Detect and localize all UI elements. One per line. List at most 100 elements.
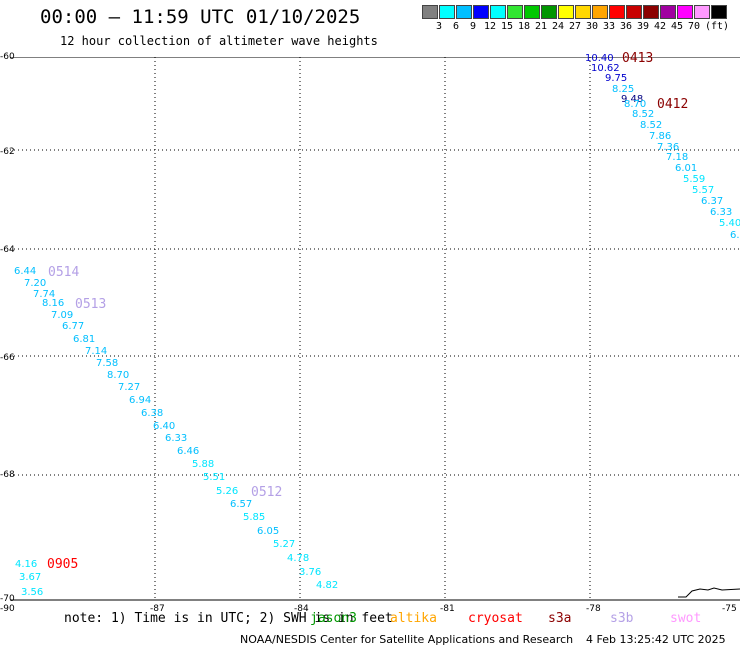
swh-value: 6.94	[129, 395, 152, 406]
coastline-path	[678, 587, 740, 598]
swh-value: 5.27	[273, 539, 296, 550]
swh-value: 6.81	[73, 334, 96, 345]
swh-value: 6.33	[710, 207, 733, 218]
legend-label: 9	[469, 21, 477, 32]
satellite-altika: altika	[390, 611, 437, 626]
swh-value: 8.52	[632, 109, 655, 120]
legend-swatch	[507, 5, 523, 19]
swh-value: 6.46	[177, 446, 200, 457]
legend-label: 24	[551, 21, 565, 32]
swh-value: 7.27	[118, 382, 141, 393]
legend-swatch	[490, 5, 506, 19]
swh-value: 7.14	[85, 346, 108, 357]
swh-value: 5.26	[216, 486, 239, 497]
pass-label: 0413	[622, 51, 654, 66]
y-axis-label: -66	[0, 353, 15, 363]
legend-label: 36	[619, 21, 633, 32]
page-title: 00:00 – 11:59 UTC 01/10/2025	[40, 6, 361, 28]
legend-swatch	[592, 5, 608, 19]
legend-label: 33	[602, 21, 616, 32]
swh-value: 10.62	[591, 63, 620, 74]
swh-value: 8.25	[612, 84, 635, 95]
swh-value: 7.09	[51, 310, 74, 321]
satellite-jason3: jason3	[310, 611, 357, 626]
x-axis-label: -87	[150, 604, 165, 614]
x-axis-label: -81	[440, 604, 455, 614]
map-area[interactable]	[10, 57, 740, 601]
legend-label: 21	[534, 21, 548, 32]
swh-value: 6.33	[165, 433, 188, 444]
legend-swatch	[575, 5, 591, 19]
legend-swatch	[660, 5, 676, 19]
swh-value: 5.40	[719, 218, 740, 229]
legend-label: 3	[435, 21, 443, 32]
x-axis-label: -78	[586, 604, 601, 614]
legend-swatch	[609, 5, 625, 19]
swh-value: 5.85	[243, 512, 266, 523]
swh-value: 7.18	[666, 152, 689, 163]
satellite-s3b: s3b	[610, 611, 634, 626]
legend-swatch	[677, 5, 693, 19]
swh-value: 8.52	[640, 120, 663, 131]
x-axis-label: -75	[722, 604, 737, 614]
pass-label: 0512	[251, 485, 283, 500]
credit-text: NOAA/NESDIS Center for Satellite Applica…	[240, 633, 574, 646]
legend-swatch	[643, 5, 659, 19]
legend-swatch	[439, 5, 455, 19]
legend-swatch	[473, 5, 489, 19]
satellite-cryosat: cryosat	[468, 611, 523, 626]
swh-value: 4.82	[316, 580, 339, 591]
pass-label: 0513	[75, 297, 107, 312]
swh-value: 6.01	[675, 163, 698, 174]
map-grid	[10, 57, 740, 601]
swh-value: 6.40	[153, 421, 176, 432]
swh-value: 8.16	[42, 298, 65, 309]
swh-value: 7.36	[657, 142, 680, 153]
swh-value: 7.20	[24, 278, 47, 289]
swh-value: 6.57	[230, 499, 253, 510]
page-subtitle: 12 hour collection of altimeter wave hei…	[60, 34, 378, 48]
x-axis-label: -90	[0, 604, 15, 614]
swh-value: 7.74	[33, 289, 56, 300]
x-axis-label: -84	[294, 604, 309, 614]
legend-label: 12	[483, 21, 497, 32]
swh-value: 7.86	[649, 131, 672, 142]
y-axis-label: -70	[0, 594, 15, 604]
swh-value: 4.78	[287, 553, 310, 564]
swh-value: 5.88	[192, 459, 215, 470]
legend-swatch	[626, 5, 642, 19]
swh-value: 5.59	[683, 174, 706, 185]
pass-label: 0514	[48, 265, 80, 280]
swh-value: 6.44	[14, 266, 37, 277]
legend-swatch	[456, 5, 472, 19]
legend-label: 70	[687, 21, 701, 32]
timestamp: 4 Feb 13:25:42 UTC 2025	[586, 633, 726, 646]
legend-label: 42	[653, 21, 667, 32]
y-axis-label: -60	[0, 52, 15, 62]
swh-value: 7.58	[96, 358, 119, 369]
swh-value: 6.	[730, 230, 740, 241]
y-axis-label: -64	[0, 245, 15, 255]
swh-value: 5.51	[203, 472, 226, 483]
swh-value: 8.70	[624, 99, 647, 110]
swh-value: 6.38	[141, 408, 164, 419]
legend-label: 30	[585, 21, 599, 32]
legend-label: 27	[568, 21, 582, 32]
swh-value: 10.40	[585, 53, 614, 64]
legend-swatch	[694, 5, 710, 19]
pass-label: 0905	[47, 557, 79, 572]
pass-label: 0412	[657, 97, 689, 112]
footer-note: note: 1) Time is in UTC; 2) SWH is in fe…	[64, 611, 393, 626]
legend-label: 45	[670, 21, 684, 32]
legend-swatch	[558, 5, 574, 19]
swh-value: 3.56	[21, 587, 44, 598]
swh-value: 3.67	[19, 572, 42, 583]
swh-value: 6.37	[701, 196, 724, 207]
legend-label: 39	[636, 21, 650, 32]
legend-swatch	[422, 5, 438, 19]
swh-value: 6.05	[257, 526, 280, 537]
legend-label: (ft)	[705, 21, 730, 32]
y-axis-label: -68	[0, 470, 15, 480]
swh-value: 8.70	[107, 370, 130, 381]
swh-value: 5.57	[692, 185, 715, 196]
